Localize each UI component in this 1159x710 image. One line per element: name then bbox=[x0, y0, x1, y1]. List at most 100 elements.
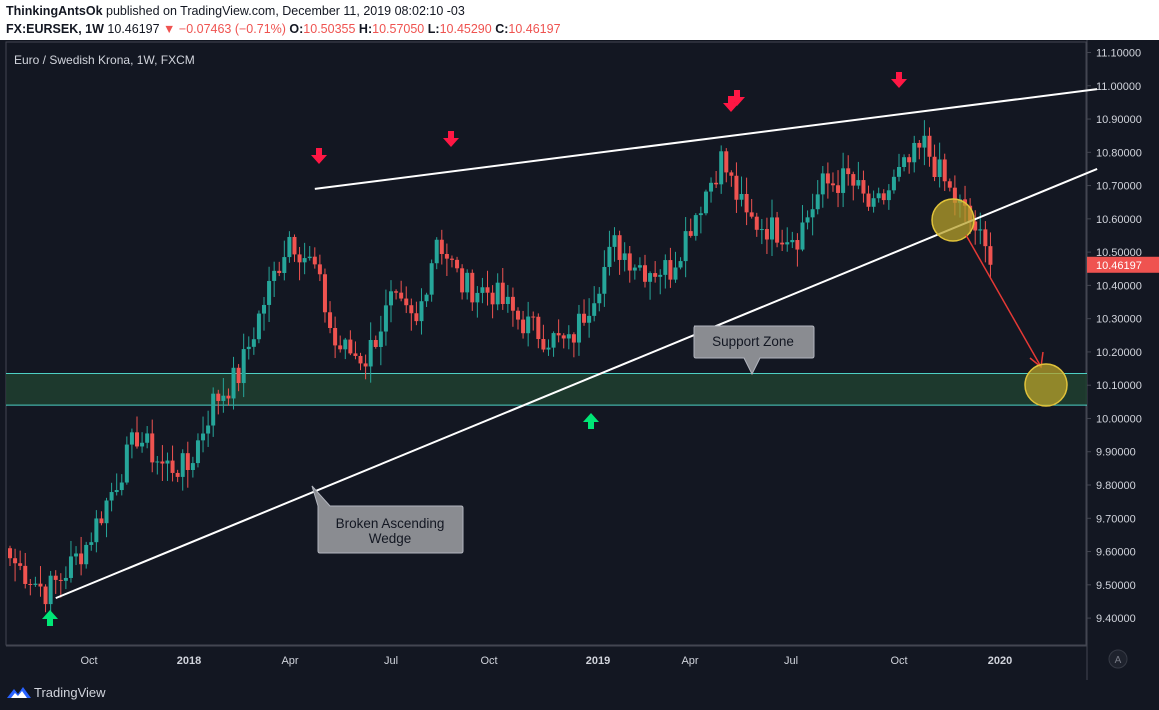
candle-body bbox=[23, 565, 28, 584]
candle-body bbox=[592, 303, 597, 316]
candle-body bbox=[897, 166, 901, 177]
candle-body bbox=[648, 273, 653, 282]
candle-body bbox=[770, 217, 774, 240]
arrow-down-icon bbox=[443, 131, 459, 147]
support-zone-callout[interactable] bbox=[693, 325, 815, 376]
price-tick-label: 9.50000 bbox=[1096, 580, 1136, 592]
auto-scale-button[interactable] bbox=[1108, 649, 1128, 669]
tradingview-brand[interactable]: TradingView bbox=[34, 685, 106, 700]
candle-body bbox=[866, 193, 871, 207]
chart-background bbox=[0, 40, 1159, 680]
candle-body bbox=[917, 142, 922, 148]
candle-body bbox=[942, 159, 947, 182]
candle-body bbox=[531, 316, 536, 318]
candle-body bbox=[236, 367, 241, 384]
candle-body bbox=[8, 548, 12, 559]
wedge-callout[interactable] bbox=[311, 485, 464, 554]
candle-body bbox=[434, 239, 439, 264]
candle-body bbox=[353, 353, 358, 356]
price-tick-label: 11.10000 bbox=[1096, 48, 1141, 60]
wedge-lower-line[interactable] bbox=[55, 168, 1098, 600]
candle-body bbox=[739, 193, 744, 200]
candle-body bbox=[449, 258, 454, 260]
high-value: 10.57050 bbox=[372, 22, 425, 36]
wedge-upper-line[interactable] bbox=[314, 88, 1098, 190]
candle-body bbox=[800, 222, 805, 250]
candle-body bbox=[815, 194, 820, 210]
candle-body bbox=[714, 182, 719, 185]
candle-body bbox=[643, 265, 647, 282]
candle-body bbox=[952, 187, 957, 203]
wedge-label: Broken Ascending bbox=[336, 516, 445, 531]
candle-body bbox=[775, 217, 780, 243]
candle-body bbox=[104, 500, 109, 524]
candle-body bbox=[582, 313, 587, 323]
candle-body bbox=[617, 235, 622, 260]
candle-body bbox=[764, 229, 769, 240]
candle-body bbox=[902, 157, 907, 167]
candle-body bbox=[119, 482, 124, 491]
candle-body bbox=[932, 156, 937, 177]
price-tick-label: 10.50000 bbox=[1096, 247, 1142, 259]
candle-body bbox=[140, 442, 145, 447]
candle-body bbox=[394, 291, 399, 293]
candle-body bbox=[231, 367, 236, 399]
publish-date: published on TradingView.com, December 1… bbox=[102, 4, 465, 18]
candle-body bbox=[683, 231, 688, 262]
candle-body bbox=[571, 334, 576, 343]
low-value: 10.45290 bbox=[439, 22, 492, 36]
candle-body bbox=[566, 334, 571, 339]
candle-body bbox=[927, 135, 932, 157]
candle-body bbox=[673, 267, 678, 280]
candle-body bbox=[795, 240, 800, 250]
price-tick-label: 9.80000 bbox=[1096, 480, 1136, 492]
candle-body bbox=[195, 440, 200, 464]
projection-arrow bbox=[965, 234, 1041, 366]
candle-body bbox=[658, 274, 663, 277]
author-name[interactable]: ThinkingAntsOk bbox=[6, 4, 103, 18]
candle-body bbox=[79, 553, 84, 565]
time-axis[interactable]: Oct 2018 Apr Jul Oct 2019 Apr Jul Oct 2020 bbox=[80, 655, 1012, 667]
candle-body bbox=[846, 168, 851, 175]
candle-body bbox=[444, 253, 449, 259]
candle-body bbox=[419, 301, 424, 322]
candle-body bbox=[38, 583, 43, 587]
candle-body bbox=[698, 213, 703, 216]
candle-body bbox=[876, 193, 881, 199]
price-tick-label: 9.60000 bbox=[1096, 547, 1136, 559]
candle-body bbox=[856, 180, 861, 186]
plot-frame bbox=[5, 41, 1087, 646]
candle-body bbox=[709, 182, 714, 192]
candle-body bbox=[637, 265, 642, 268]
candle-body bbox=[312, 256, 317, 265]
price-tick-label: 10.30000 bbox=[1096, 314, 1142, 326]
candle-body bbox=[561, 335, 566, 339]
candle-body bbox=[516, 310, 520, 320]
candle-body bbox=[429, 263, 434, 295]
candle-body bbox=[109, 492, 114, 501]
candle-body bbox=[180, 453, 185, 477]
candle-body bbox=[505, 296, 510, 305]
price-tick-label: 10.80000 bbox=[1096, 147, 1142, 159]
candle-body bbox=[343, 339, 348, 350]
price-axis[interactable]: 11.10000 11.00000 10.90000 10.80000 10.70000… bbox=[1087, 48, 1159, 626]
tradingview-logo-icon[interactable] bbox=[6, 684, 32, 700]
candle-body bbox=[68, 556, 73, 578]
candle-body bbox=[465, 272, 470, 293]
candle-body bbox=[287, 236, 292, 258]
price-chart[interactable]: 11.10000 11.00000 10.90000 10.80000 10.70000… bbox=[0, 40, 1159, 680]
candle-body bbox=[246, 346, 251, 350]
candle-body bbox=[541, 339, 546, 350]
arrow-down-icon bbox=[729, 90, 745, 106]
candle-body bbox=[490, 292, 495, 305]
price-tick-label: 10.70000 bbox=[1096, 181, 1142, 193]
candle-body bbox=[597, 293, 602, 304]
candle-body bbox=[383, 305, 388, 332]
auto-scale-label[interactable]: A bbox=[1115, 655, 1122, 666]
candle-body bbox=[744, 193, 749, 213]
candle-body bbox=[277, 270, 282, 273]
candle-body bbox=[825, 173, 830, 184]
candle-body bbox=[790, 240, 795, 243]
price-tick-label: 10.90000 bbox=[1096, 114, 1142, 126]
candle-body bbox=[881, 193, 886, 201]
